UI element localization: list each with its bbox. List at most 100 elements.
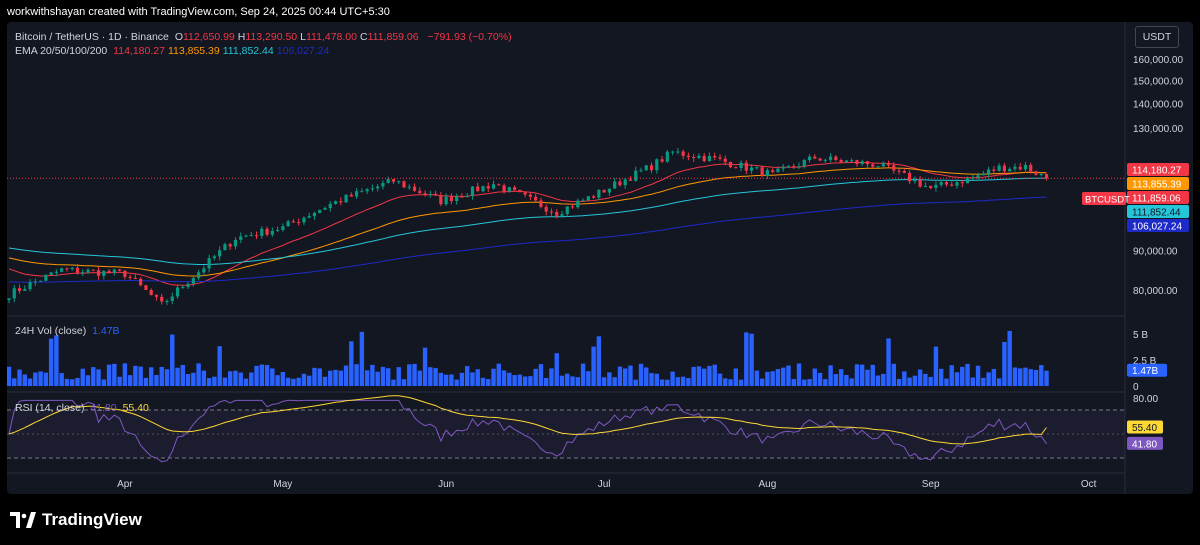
price-tag-bg-4	[1127, 219, 1189, 232]
candle-body	[1034, 171, 1038, 175]
rsi-legend: RSI (14, close) 41.80 55.40	[15, 402, 152, 414]
candle-body	[681, 151, 685, 156]
currency-button[interactable]: USDT	[1135, 26, 1179, 48]
volume-bar	[549, 368, 554, 386]
volume-bar	[1012, 367, 1018, 386]
candle-body	[692, 157, 696, 159]
candle-body	[444, 196, 448, 205]
candle-body	[897, 170, 901, 172]
candle-body	[549, 211, 554, 213]
volume-bar	[407, 364, 412, 386]
volume-bar	[554, 353, 559, 386]
volume-bar	[596, 336, 602, 386]
candle-body	[191, 277, 195, 284]
rsi-label[interactable]: RSI (14, close)	[15, 402, 85, 414]
candle-body	[844, 160, 848, 163]
volume-axis-tick-1: 2.5 B	[1133, 356, 1157, 367]
volume-bar	[433, 368, 438, 386]
volume-bar	[12, 378, 17, 386]
price-axis-tick-5: 80,000.00	[1133, 286, 1178, 297]
volume-bar	[754, 370, 760, 386]
volume-bar	[54, 335, 59, 386]
volume-bar	[912, 375, 918, 386]
volume-bar	[17, 369, 22, 386]
volume-bar	[928, 376, 933, 386]
candle-body	[465, 195, 469, 197]
chart-canvas[interactable]: 160,000.00 150,000.00 140,000.00 130,000.00…	[7, 22, 1193, 494]
ohlc-key-o: O	[174, 31, 183, 43]
candle-body	[649, 165, 654, 171]
volume-bar	[75, 377, 80, 386]
candle-body	[212, 256, 216, 259]
candle-body	[365, 189, 369, 192]
ohlc-value-l: 111,478.00	[305, 31, 357, 43]
volume-bar	[991, 368, 997, 386]
candle-body	[418, 190, 422, 194]
candle-body	[560, 214, 564, 216]
candle-body	[618, 181, 622, 186]
candle-body	[865, 161, 870, 165]
volume-bar	[623, 368, 628, 386]
volume-bar	[765, 371, 770, 386]
candle-body	[976, 175, 980, 178]
candle-body	[486, 186, 490, 189]
chart-frame[interactable]: 160,000.00 150,000.00 140,000.00 130,000.00…	[7, 22, 1193, 494]
volume-bar	[860, 364, 865, 386]
volume-bar	[27, 378, 33, 386]
candle-body	[671, 151, 675, 153]
ohlc-value-c: 111,859.06	[367, 31, 419, 43]
ema-value-0: 114,180.27	[113, 45, 165, 57]
volume-bar	[443, 374, 449, 386]
candle-body	[755, 167, 759, 169]
candle-body	[902, 170, 906, 173]
candle-body	[876, 166, 880, 168]
volume-bar	[480, 377, 486, 386]
volume-label[interactable]: 24H Vol (close)	[15, 325, 87, 337]
tradingview-logo[interactable]: TradingView	[10, 510, 142, 530]
volume-bar	[7, 366, 12, 386]
rsi-value: 41.80	[90, 402, 117, 414]
candle-body	[544, 206, 548, 212]
volume-bar	[233, 370, 238, 386]
symbol-title[interactable]: Bitcoin / TetherUS · 1D · Binance	[15, 31, 169, 43]
candle-body	[17, 288, 22, 291]
volume-tag-bg	[1127, 363, 1167, 377]
ema-label[interactable]: EMA 20/50/100/200	[15, 45, 108, 57]
candle-body	[281, 226, 285, 230]
ohlc-key-c: C	[359, 31, 368, 43]
time-axis-label-oct: Oct	[1081, 479, 1097, 490]
candles-group	[7, 148, 1049, 305]
candle-body	[455, 196, 459, 202]
candle-body	[723, 158, 727, 162]
candle-body	[818, 158, 822, 161]
volume-bar	[38, 371, 43, 386]
volume-bar	[933, 346, 939, 386]
volume-bar	[312, 367, 317, 386]
price-axis-tick-2: 140,000.00	[1133, 100, 1183, 111]
volume-bar	[1033, 369, 1039, 386]
candle-body	[771, 170, 775, 172]
ohlc-key-h: H	[237, 31, 246, 43]
volume-bar	[91, 367, 96, 386]
volume-bar	[807, 379, 812, 386]
volume-bar	[80, 368, 85, 386]
volume-bar	[180, 364, 185, 386]
candle-body	[407, 186, 411, 188]
ohlc-values: O112,650.99 H113,290.50 L111,478.00 C111,85…	[175, 31, 422, 43]
volume-bar	[712, 364, 717, 386]
candle-body	[86, 269, 90, 273]
candle-body	[728, 161, 733, 168]
attribution: workwithshayan created with TradingView.…	[7, 6, 390, 18]
volume-bar	[386, 368, 391, 386]
candle-body	[65, 268, 69, 270]
candle-body	[33, 281, 37, 283]
candle-body	[581, 200, 585, 202]
price-tag-bg-3	[1127, 205, 1189, 218]
candle-body	[950, 184, 954, 186]
volume-bar	[707, 365, 712, 386]
volume-bar	[122, 363, 128, 386]
candle-body	[528, 194, 532, 197]
volume-bar	[981, 377, 986, 386]
volume-bar	[512, 375, 517, 386]
price-tag-1: 113,855.39	[1132, 180, 1182, 191]
